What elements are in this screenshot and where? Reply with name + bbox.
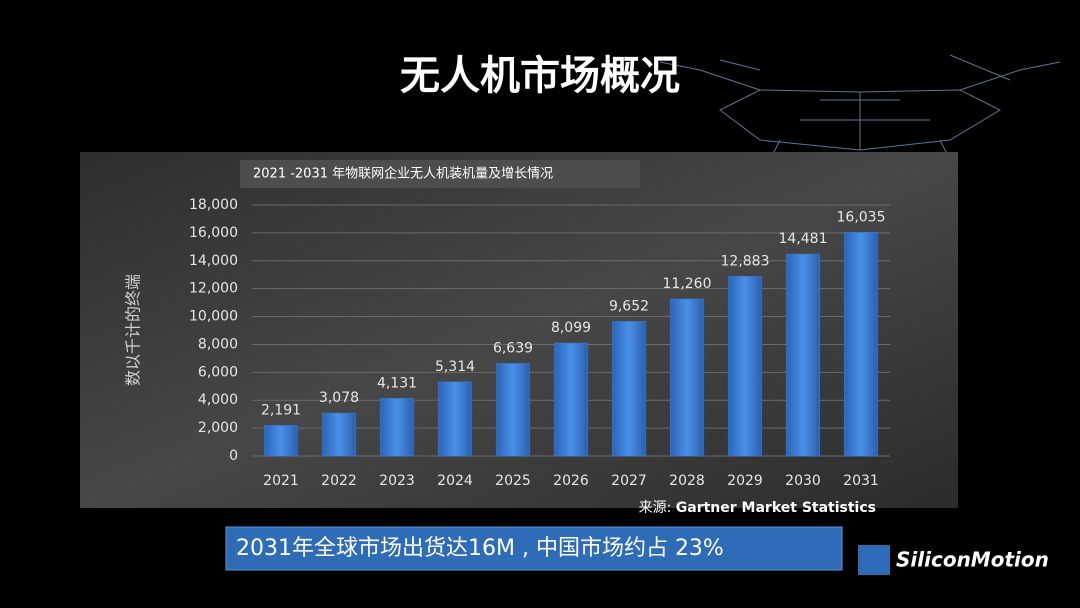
x-tick-label: 2021 xyxy=(263,473,299,489)
data-label: 11,260 xyxy=(663,276,712,292)
x-tick-label: 2023 xyxy=(379,473,415,489)
slide-title: 无人机市场概况 xyxy=(400,53,680,99)
banner-text: 2031年全球市场出货达16M , 中国市场约占 23% xyxy=(236,536,724,561)
bar xyxy=(379,398,415,457)
data-label: 6,639 xyxy=(493,340,533,356)
source-name: Gartner Market Statistics xyxy=(676,500,876,516)
chart-title: 2021 -2031 年物联网企业无人机装机量及增长情况 xyxy=(253,166,553,182)
chart-title-box xyxy=(240,160,640,188)
data-label: 14,481 xyxy=(779,231,828,247)
x-tick-label: 2026 xyxy=(553,473,589,489)
bar xyxy=(843,232,879,457)
data-label: 2,191 xyxy=(261,402,301,418)
x-tick-label: 2028 xyxy=(669,473,705,489)
bar xyxy=(437,381,473,457)
y-tick-label: 4,000 xyxy=(198,392,238,408)
bar xyxy=(495,363,531,457)
y-tick-label: 0 xyxy=(229,448,238,464)
y-tick-label: 16,000 xyxy=(189,225,238,241)
x-tick-label: 2031 xyxy=(843,473,879,489)
x-tick-label: 2030 xyxy=(785,473,821,489)
y-tick-label: 6,000 xyxy=(198,364,238,380)
drone-wireframe xyxy=(659,54,1061,161)
y-tick-label: 2,000 xyxy=(198,420,238,436)
source-prefix: 来源: xyxy=(639,500,672,516)
logo-text: SiliconMotion xyxy=(896,548,1049,572)
data-label: 3,078 xyxy=(319,390,359,406)
bar xyxy=(553,342,589,457)
x-tick-label: 2027 xyxy=(611,473,647,489)
data-label: 4,131 xyxy=(377,375,417,391)
data-label: 9,652 xyxy=(609,298,649,314)
data-label: 8,099 xyxy=(551,320,591,336)
bar xyxy=(785,253,821,457)
banner xyxy=(225,526,843,571)
y-tick-label: 8,000 xyxy=(198,336,238,352)
bar xyxy=(263,425,299,457)
bar xyxy=(611,321,647,457)
y-tick-label: 10,000 xyxy=(189,309,238,325)
y-axis-label: 数以千计的终端 xyxy=(124,274,143,386)
bar xyxy=(727,276,763,457)
y-tick-label: 12,000 xyxy=(189,281,238,297)
x-tick-label: 2022 xyxy=(321,473,357,489)
source: 来源: Gartner Market Statistics xyxy=(639,500,876,516)
data-label: 16,035 xyxy=(837,209,886,225)
bar xyxy=(669,298,705,457)
y-tick-label: 18,000 xyxy=(189,197,238,213)
data-label: 5,314 xyxy=(435,359,475,375)
x-tick-label: 2024 xyxy=(437,473,473,489)
data-label: 12,883 xyxy=(721,253,770,269)
bar xyxy=(321,412,357,457)
plot: 0 2,000 4,000 6,000 8,000 10,000 12,000 14,000 1… xyxy=(189,197,890,489)
x-tick-label: 2025 xyxy=(495,473,531,489)
y-tick-label: 14,000 xyxy=(189,253,238,269)
x-tick-label: 2029 xyxy=(727,473,763,489)
logo-icon xyxy=(858,545,890,575)
